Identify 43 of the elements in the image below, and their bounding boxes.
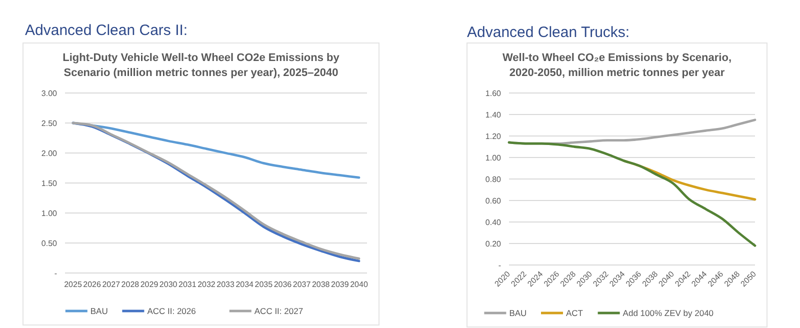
x-tick-label: 2029: [140, 280, 159, 289]
x-tick-label: 2037: [292, 280, 312, 289]
y-tick-label: 0.60: [485, 196, 502, 206]
y-tick-label: -: [498, 261, 502, 270]
x-tick-label: 2038: [312, 280, 330, 289]
y-tick-label: 2.50: [41, 119, 58, 128]
chart-title: Well-to Wheel CO₂e Emissions by Scenario, 2020-2050, million metric tonnes per year: [502, 52, 732, 79]
legend-label: Add 100% ZEV by 2040: [622, 308, 714, 318]
y-tick-label: 0.50: [41, 239, 58, 248]
y-tick-label: 1.40: [485, 110, 502, 120]
x-tick-label: 2039: [331, 280, 350, 289]
x-tick-label: 2031: [178, 280, 197, 289]
line-series: [508, 141, 756, 247]
x-tick-label: 2028: [121, 280, 140, 289]
x-tick-label: 2030: [159, 280, 178, 289]
y-tick-label: 1.60: [485, 89, 502, 98]
legend-label: ACC II: 2026: [147, 306, 196, 316]
y-tick-label: 0.20: [485, 240, 502, 248]
y-tick-label: -: [54, 269, 58, 278]
text: Advanced Clean Trucks:: [467, 24, 630, 41]
legend-label: BAU: [509, 308, 527, 318]
x-tick-label: 2025: [64, 280, 82, 289]
x-tick-label: 2035: [254, 280, 274, 289]
y-tick-label: 0.80: [485, 175, 502, 184]
y-tick-label: 1.00: [485, 154, 502, 162]
chart-title: Light-Duty Vehicle Well-to Wheel CO2e Emissions by Scenario (million metric tonnes per year), 2025–2040: [62, 52, 340, 79]
y-tick-label: 3.00: [41, 89, 58, 98]
legend-label: BAU: [90, 306, 108, 316]
y-tick-label: 0.40: [485, 218, 502, 227]
x-tick-label: 2026: [83, 280, 102, 289]
text: Advanced Clean Cars II:: [25, 22, 188, 39]
y-tick-label: 1.50: [41, 179, 58, 188]
x-tick-label: 2040: [350, 280, 368, 289]
legend-label: ACC II: 2027: [254, 306, 304, 316]
x-tick-label: 2036: [274, 280, 292, 289]
x-tick-label: 2034: [236, 280, 254, 289]
y-tick-label: 2.00: [41, 149, 58, 158]
x-tick-label: 2032: [198, 280, 216, 289]
x-tick-label: 2033: [216, 280, 235, 289]
y-tick-label: 1.00: [41, 209, 58, 218]
legend-label: ACT: [566, 308, 583, 318]
x-tick-label: 2027: [102, 280, 121, 289]
y-tick-label: 1.20: [485, 132, 502, 141]
